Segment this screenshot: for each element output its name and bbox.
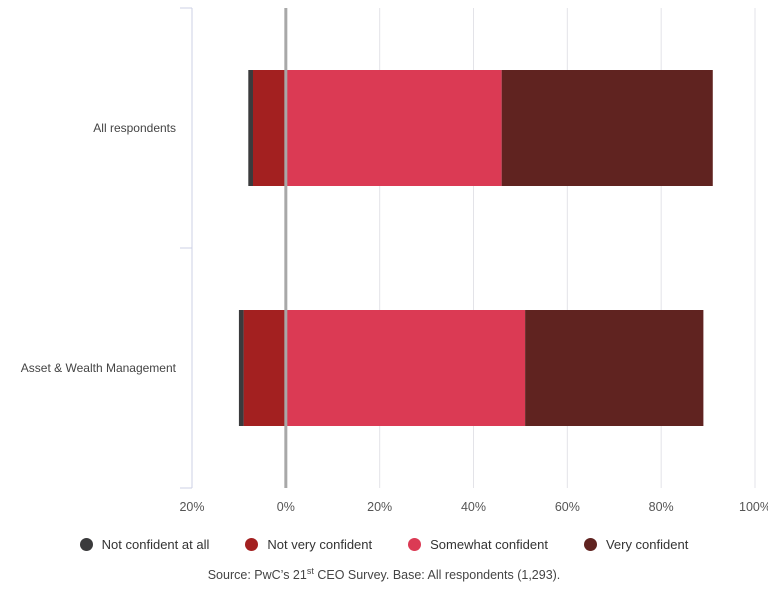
source-superscript: st	[306, 565, 314, 576]
bar-segment	[252, 70, 286, 186]
x-tick-label: 80%	[649, 500, 674, 514]
bar-segment	[243, 310, 286, 426]
bar-segment	[525, 310, 704, 426]
legend-swatch	[408, 537, 422, 551]
x-tick-label: 20%	[367, 500, 392, 514]
legend: Not confident at all Not very confident …	[0, 532, 768, 556]
bar-segment	[501, 70, 713, 186]
legend-item-not-very-confident[interactable]: Not very confident	[245, 537, 372, 552]
category-label: All respondents	[93, 121, 176, 135]
bar-segment	[285, 310, 526, 426]
source-prefix: Source: PwC’s 21	[207, 568, 307, 582]
stacked-bar-chart: All respondents Asset & Wealth Management…	[21, 7, 768, 514]
legend-swatch	[79, 537, 93, 551]
legend-label: Not confident at all	[101, 536, 210, 552]
axes	[180, 7, 288, 489]
category-labels: All respondents Asset & Wealth Management	[21, 121, 177, 375]
bar-segment	[248, 70, 253, 186]
source-suffix: CEO Survey. Base: All respondents (1,293…	[313, 568, 561, 582]
bar-segment	[238, 310, 244, 426]
x-tick-label: 20%	[179, 500, 204, 514]
x-tick-label: 40%	[461, 500, 486, 514]
x-tick-labels: 20% 0% 20% 40% 60% 80% 100%	[179, 500, 768, 514]
legend-item-somewhat-confident[interactable]: Somewhat confident	[408, 537, 548, 552]
x-tick-label: 0%	[277, 500, 295, 514]
bar-segment	[285, 70, 502, 186]
source-note: Source: PwC’s 21st CEO Survey. Base: All…	[0, 565, 768, 582]
legend-label: Somewhat confident	[430, 536, 548, 552]
legend-swatch	[583, 537, 597, 551]
category-label: Asset & Wealth Management	[21, 361, 177, 375]
x-tick-label: 60%	[555, 500, 580, 514]
legend-item-not-confident-at-all[interactable]: Not confident at all	[79, 536, 210, 552]
x-tick-label: 100%	[739, 500, 768, 514]
legend-swatch	[245, 537, 259, 551]
bars	[238, 70, 713, 426]
legend-label: Not very confident	[267, 536, 373, 552]
legend-label: Very confident	[605, 536, 689, 552]
legend-item-very-confident[interactable]: Very confident	[583, 536, 689, 552]
